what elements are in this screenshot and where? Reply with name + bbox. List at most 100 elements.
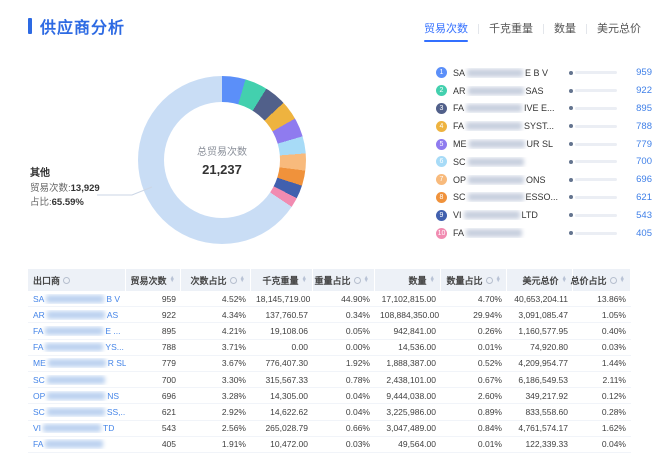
cell-kg_weight: 18,145,719.00 [256, 293, 311, 304]
legend-item[interactable]: 1 SA E B V 959 [436, 64, 652, 82]
legend-item[interactable]: 7 OP ONS 696 [436, 171, 652, 189]
sort-icon[interactable]: ▲ ▼ [364, 275, 369, 284]
column-header-4[interactable]: 千克重量 ▲ ▼ [251, 269, 313, 291]
sort-icon[interactable]: ▲ ▼ [302, 275, 307, 284]
mini-bar-track [575, 178, 617, 182]
mini-bar [569, 213, 617, 218]
info-icon[interactable] [229, 276, 237, 284]
cell-count_pct: 2.92% [221, 406, 246, 417]
info-icon[interactable] [63, 276, 71, 284]
column-header-8[interactable]: 美元总价 ▲ ▼ [507, 269, 573, 291]
info-icon[interactable] [485, 276, 493, 284]
sort-up-caret: ▲ [619, 274, 625, 281]
column-header-3[interactable]: 次数占比 ▲ ▼ [181, 269, 251, 291]
column-header-label: 重量占比 [314, 275, 351, 286]
cell-total_pct: 0.03% [601, 342, 626, 353]
tab-2[interactable]: 千克重量 [489, 23, 533, 35]
supplier-value[interactable]: 621 [636, 191, 652, 203]
exporter-name-redacted [47, 391, 106, 400]
legend-item[interactable]: 5 ME UR SL 779 [436, 135, 652, 153]
sort-icon[interactable]: ▲ ▼ [562, 275, 567, 284]
supplier-name-redacted [467, 86, 524, 95]
exporter-name-link[interactable]: FA [28, 439, 126, 449]
cell-kg_weight: 137,760.57 [265, 309, 308, 320]
tab-3[interactable]: 数量 [554, 23, 576, 35]
column-header-2[interactable]: 贸易次数 ▲ ▼ [126, 269, 181, 291]
supplier-value[interactable]: 895 [636, 102, 652, 114]
cell-total_pct: 0.28% [601, 406, 626, 417]
sort-icon[interactable]: ▲ ▼ [170, 275, 175, 284]
column-header-7[interactable]: 数量占比 ▲ ▼ [441, 269, 507, 291]
cell-count_pct: 1.91% [221, 439, 246, 450]
column-header-5[interactable]: 重量占比 ▲ ▼ [313, 269, 375, 291]
exporter-name-link[interactable]: ME R SL [28, 358, 126, 368]
donut-chart[interactable] [138, 76, 306, 244]
supplier-value[interactable]: 543 [636, 209, 652, 221]
exporter-name-link[interactable]: FA YS... [28, 342, 126, 352]
exporter-name-link[interactable]: SA B V [28, 294, 126, 304]
supplier-value[interactable]: 959 [636, 67, 652, 79]
supplier-value[interactable]: 700 [636, 156, 652, 168]
exporter-name-link[interactable]: SC SS,... [28, 407, 126, 417]
legend-item[interactable]: 3 FA IVE E... 895 [436, 100, 652, 118]
tab-1[interactable]: 贸易次数 [414, 20, 478, 42]
cell-usd_total: 40,653,204.11 [514, 293, 568, 304]
legend-item[interactable]: 9 VI LTD 543 [436, 206, 652, 224]
legend-item[interactable]: 2 AR SAS 922 [436, 82, 652, 100]
info-icon[interactable] [609, 276, 617, 284]
donut-center-label: 总贸易次数 21,237 [138, 76, 306, 244]
exporter-name-suffix: AS [106, 309, 119, 320]
supplier-value[interactable]: 922 [636, 85, 652, 97]
cell-kg_weight: 14,305.00 [270, 390, 308, 401]
cell-count_pct: 3.67% [221, 358, 246, 369]
legend-item[interactable]: 8 SC ESSO... 621 [436, 189, 652, 207]
exporter-name-link[interactable]: VI TD [28, 423, 126, 433]
page-header: 供应商分析 [28, 14, 125, 38]
cell-total_pct: 13.86% [597, 293, 626, 304]
supplier-value[interactable]: 788 [636, 120, 652, 132]
exporter-name-link[interactable]: OP NS [28, 391, 126, 401]
exporter-name-prefix: AR [33, 309, 45, 320]
info-icon[interactable] [353, 276, 361, 284]
legend-item[interactable]: 6 SC 700 [436, 153, 652, 171]
legend-item[interactable]: 10 FA 405 [436, 224, 652, 242]
mini-bar-track [575, 89, 617, 93]
supplier-name-redacted [468, 175, 525, 184]
tab-divider [586, 23, 587, 34]
supplier-name-prefix: SA [453, 67, 466, 78]
legend-item[interactable]: 4 FA SYST... 788 [436, 117, 652, 135]
table-row: SA B V 959 4.52% 18,145,719.00 44.90% 17,102,8… [28, 291, 631, 308]
column-header-9[interactable]: 总价占比 ▲ ▼ [571, 269, 631, 291]
cell-total_pct: 1.05% [601, 309, 626, 320]
rank-badge: 4 [436, 120, 447, 132]
rank-badge: 3 [436, 102, 447, 114]
rank-badge: 1 [436, 67, 447, 79]
sort-icon[interactable]: ▲ ▼ [240, 275, 245, 284]
sort-icon[interactable]: ▲ ▼ [429, 274, 435, 284]
supplier-name-prefix: SC [453, 156, 466, 167]
sort-icon[interactable]: ▲ ▼ [619, 274, 625, 284]
cell-quantity_pct: 0.89% [477, 406, 502, 417]
supplier-name-prefix: ME [453, 139, 467, 150]
supplier-value[interactable]: 779 [636, 138, 652, 150]
sort-icon[interactable]: ▲ ▼ [496, 275, 501, 284]
cell-quantity: 14,536.00 [398, 342, 436, 353]
supplier-name: SC [453, 157, 565, 167]
exporter-name-link[interactable]: FA E ... [28, 326, 126, 336]
sort-up-caret: ▲ [429, 274, 435, 281]
tab-4[interactable]: 美元总价 [597, 23, 641, 35]
supplier-value[interactable]: 696 [636, 174, 652, 186]
mini-bar-track [575, 106, 617, 110]
supplier-value[interactable]: 405 [636, 227, 652, 239]
exporter-name-link[interactable]: AR AS [28, 310, 126, 320]
column-header-6[interactable]: 数量 ▲ ▼ [375, 269, 441, 291]
exporter-name-link[interactable]: SC [28, 375, 126, 385]
cell-quantity: 17,102,815.00 [381, 293, 436, 304]
exporter-name-prefix: FA [33, 439, 44, 450]
cell-usd_total: 122,339.33 [525, 439, 568, 450]
mini-bar [569, 231, 617, 236]
supplier-name-prefix: OP [453, 174, 467, 185]
cell-quantity_pct: 29.94% [473, 309, 502, 320]
mini-bar [569, 70, 617, 75]
mini-bar [569, 106, 617, 111]
